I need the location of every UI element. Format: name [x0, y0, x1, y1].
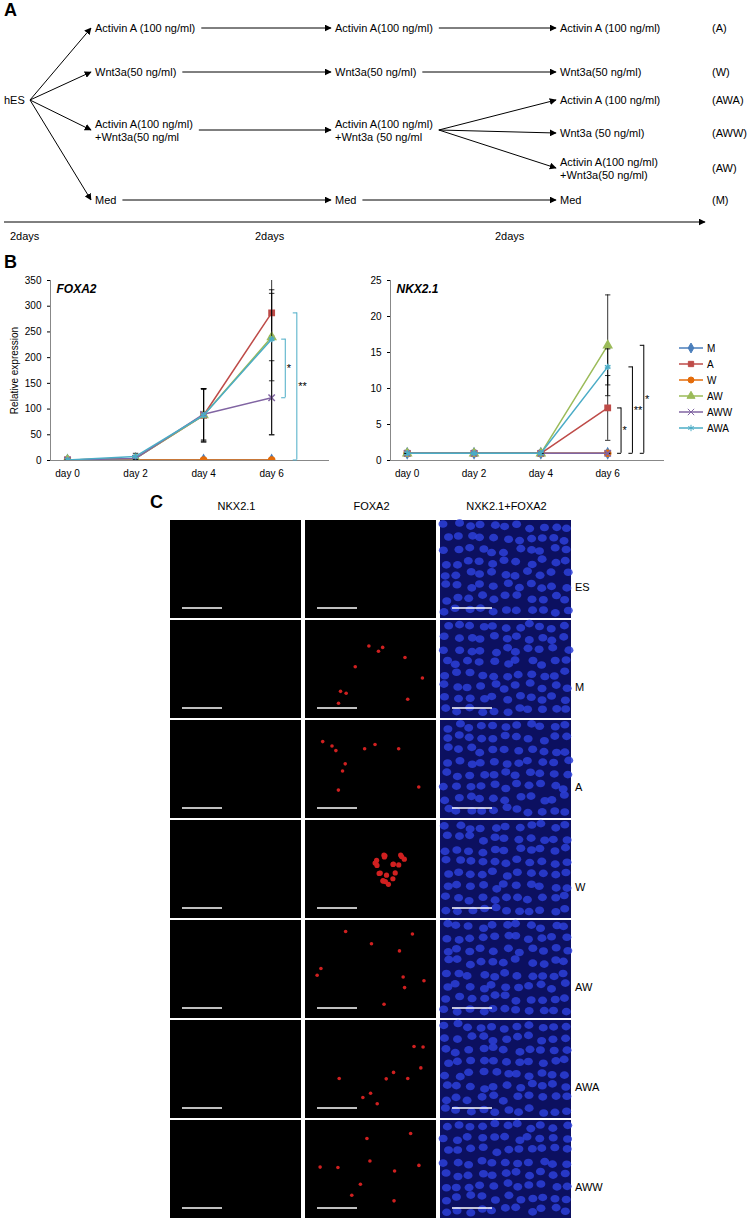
html-text:NKX2.1: NKX2.1 [217, 500, 256, 512]
svg-text:(W): (W) [712, 66, 730, 78]
svg-text:hES: hES [4, 94, 25, 106]
svg-text:day 4: day 4 [529, 468, 554, 479]
svg-text:day 0: day 0 [395, 468, 420, 479]
html-text:B: B [4, 252, 17, 272]
svg-text:2days: 2days [255, 230, 285, 242]
svg-text:0: 0 [376, 455, 382, 466]
svg-text:50: 50 [30, 429, 42, 440]
svg-text:200: 200 [25, 352, 42, 363]
svg-text:25: 25 [370, 275, 382, 286]
svg-text:day 2: day 2 [462, 468, 487, 479]
svg-text:15: 15 [370, 347, 382, 358]
svg-text:350: 350 [25, 275, 42, 286]
svg-text:(A): (A) [712, 22, 727, 34]
svg-text:Activin A(100 ng/ml)+Wnt3a (50: Activin A(100 ng/ml)+Wnt3a (50 ng/ml [335, 118, 433, 143]
svg-text:2days: 2days [495, 230, 525, 242]
svg-text:Med: Med [95, 194, 116, 206]
svg-text:Wnt3a(50 ng/ml): Wnt3a(50 ng/ml) [335, 66, 416, 78]
html-text:AWA: AWA [575, 1081, 600, 1093]
svg-text:(AW): (AW) [712, 162, 737, 174]
svg-text:5: 5 [376, 419, 382, 430]
svg-text:100: 100 [25, 403, 42, 414]
svg-text:2days: 2days [10, 230, 40, 242]
svg-text:FOXA2: FOXA2 [57, 282, 97, 296]
svg-text:Activin A (100 ng/ml): Activin A (100 ng/ml) [560, 22, 660, 34]
svg-text:(AWW): (AWW) [712, 127, 747, 139]
svg-text:10: 10 [370, 383, 382, 394]
html-text:NXK2.1+FOXA2: NXK2.1+FOXA2 [466, 500, 547, 512]
svg-text:Activin A (100 ng/ml): Activin A (100 ng/ml) [560, 94, 660, 106]
svg-text:Wnt3a(50 ng/ml): Wnt3a(50 ng/ml) [560, 66, 641, 78]
html-text:AWW: AWW [575, 1181, 603, 1193]
html-text:C: C [150, 492, 163, 512]
svg-text:*: * [287, 362, 292, 374]
svg-text:day 6: day 6 [259, 468, 284, 479]
svg-text:(AWA): (AWA) [712, 94, 744, 106]
svg-text:day 4: day 4 [191, 468, 216, 479]
html-text:W: W [707, 374, 717, 386]
html-text:AWA: AWA [707, 422, 729, 434]
html-text:AW: AW [575, 981, 593, 993]
html-text:FOXA2: FOXA2 [353, 500, 390, 512]
html-text:M: M [707, 342, 716, 354]
svg-text:day 0: day 0 [55, 468, 80, 479]
svg-text:0: 0 [36, 455, 42, 466]
html-text:M: M [575, 681, 585, 693]
svg-text:*: * [645, 393, 650, 405]
svg-text:NKX2.1: NKX2.1 [397, 282, 439, 296]
svg-text:*: * [622, 424, 627, 436]
svg-text:Wnt3a(50 ng/ml): Wnt3a(50 ng/ml) [95, 66, 176, 78]
svg-text:Wnt3a (50 ng/ml): Wnt3a (50 ng/ml) [560, 127, 644, 139]
svg-text:day 2: day 2 [123, 468, 148, 479]
svg-text:Activin A(100 ng/ml)+Wnt3a(50: Activin A(100 ng/ml)+Wnt3a(50 ng/ml [95, 118, 193, 143]
html-text:ES: ES [575, 581, 590, 593]
svg-text:day 6: day 6 [595, 468, 620, 479]
svg-text:250: 250 [25, 326, 42, 337]
svg-text:150: 150 [25, 378, 42, 389]
html-text:AWW: AWW [707, 406, 733, 418]
svg-text:(M): (M) [712, 194, 729, 206]
svg-text:Activin A (100 ng/ml): Activin A (100 ng/ml) [95, 22, 195, 34]
svg-text:**: ** [634, 404, 643, 416]
html-text:AW: AW [707, 390, 723, 402]
svg-text:Med: Med [335, 194, 356, 206]
svg-text:20: 20 [370, 311, 382, 322]
svg-text:Activin A(100 ng/ml): Activin A(100 ng/ml) [335, 22, 433, 34]
svg-text:300: 300 [25, 300, 42, 311]
svg-text:Relative expression: Relative expression [9, 327, 20, 414]
svg-text:A: A [4, 0, 17, 20]
html-text:W: W [575, 881, 586, 893]
html-text:A: A [575, 781, 583, 793]
svg-text:**: ** [298, 380, 307, 392]
html-text:A: A [707, 358, 714, 370]
svg-text:Activin A(100 ng/ml)+Wnt3a(50: Activin A(100 ng/ml)+Wnt3a(50 ng/ml) [560, 156, 658, 181]
svg-text:Med: Med [560, 194, 581, 206]
